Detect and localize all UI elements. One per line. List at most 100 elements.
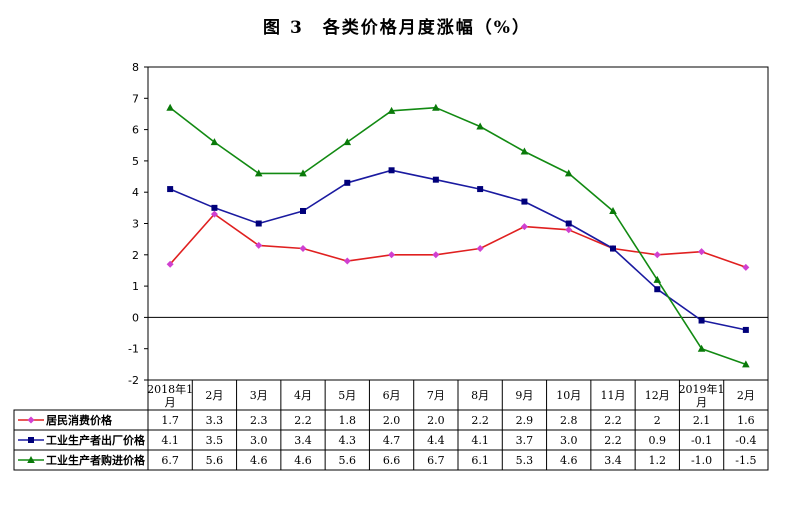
- data-point-triangle: [166, 103, 174, 111]
- data-label: 5.6: [339, 454, 357, 467]
- data-label: 2.0: [427, 414, 445, 427]
- category-label: 3月: [250, 389, 268, 402]
- category-label: 月: [696, 396, 707, 409]
- data-label: 1.6: [737, 414, 755, 427]
- data-point-triangle: [387, 106, 396, 114]
- data-point-diamond: [653, 251, 661, 259]
- data-point-square: [698, 317, 705, 324]
- legend-marker-triangle: [27, 456, 35, 463]
- category-label: 5月: [338, 389, 356, 402]
- data-point-square: [654, 286, 661, 293]
- data-point-triangle: [254, 169, 263, 177]
- category-label: 月: [165, 396, 176, 409]
- data-label: 4.6: [294, 454, 312, 467]
- category-label: 10月: [556, 389, 581, 402]
- data-point-square: [167, 186, 174, 193]
- data-label: 3.7: [516, 434, 534, 447]
- data-label: 5.3: [516, 454, 534, 467]
- y-tick-label: 4: [132, 186, 139, 199]
- data-label: 1.7: [161, 414, 179, 427]
- category-label: 12月: [645, 389, 670, 402]
- y-tick-label: 0: [132, 311, 139, 324]
- data-point-triangle: [343, 138, 352, 146]
- y-tick-label: 7: [132, 92, 139, 105]
- data-label: 4.3: [339, 434, 357, 447]
- category-label: 2018年1: [147, 382, 193, 396]
- series-line-2: [169, 169, 747, 331]
- category-label: 2019年1: [679, 382, 725, 396]
- category-label: 7月: [427, 389, 445, 402]
- data-point-square: [477, 186, 484, 193]
- data-label: 2.2: [604, 434, 622, 447]
- data-label: 4.1: [161, 434, 179, 447]
- y-tick-label: 8: [132, 61, 139, 74]
- y-tick-label: 2: [132, 249, 139, 262]
- data-label: 4.7: [383, 434, 401, 447]
- data-label: 2.1: [693, 414, 711, 427]
- data-point-diamond: [166, 260, 174, 268]
- data-label: 3.0: [560, 434, 578, 447]
- category-label: 2月: [737, 389, 755, 402]
- series-name: 工业生产者购进价格: [46, 453, 146, 467]
- data-point-square: [432, 176, 439, 183]
- data-point-triangle: [210, 138, 219, 146]
- data-label: 0.9: [649, 434, 667, 447]
- data-point-square: [344, 179, 351, 186]
- data-label: 2.9: [516, 414, 534, 427]
- data-label: 4.6: [560, 454, 578, 467]
- data-point-square: [300, 207, 306, 214]
- data-point-diamond: [343, 257, 351, 265]
- plot-area: -2 -1 0 1 2 3 4 5 6 7 8: [128, 61, 769, 387]
- data-label: -1.5: [735, 454, 756, 467]
- data-point-triangle: [697, 344, 706, 352]
- data-label: 3.3: [206, 414, 224, 427]
- plot-frame: [147, 66, 769, 381]
- y-tick-label: 6: [132, 124, 139, 137]
- data-label: 4.6: [250, 454, 268, 467]
- data-point-diamond: [565, 226, 573, 234]
- category-label: 2月: [205, 389, 223, 402]
- data-point-triangle: [653, 275, 662, 283]
- y-tick-label: -2: [128, 374, 139, 387]
- data-point-diamond: [742, 263, 750, 271]
- data-label: 2.8: [560, 414, 578, 427]
- series-line-1: [169, 213, 747, 269]
- category-label: 4月: [294, 389, 312, 402]
- data-point-square: [521, 198, 528, 205]
- data-point-diamond: [210, 210, 218, 218]
- legend-marker-diamond: [27, 416, 35, 424]
- data-label: 1.8: [339, 414, 357, 427]
- series-name: 工业生产者出厂价格: [46, 433, 146, 447]
- data-point-triangle: [742, 360, 750, 368]
- data-point-triangle: [564, 169, 573, 177]
- category-label: 8月: [471, 389, 489, 402]
- category-label: 6月: [383, 389, 401, 402]
- y-tick-label: 1: [132, 280, 139, 293]
- data-point-triangle: [476, 122, 484, 130]
- data-label: -0.4: [735, 434, 756, 447]
- category-label: 11月: [601, 389, 626, 402]
- data-point-diamond: [388, 251, 396, 259]
- data-point-square: [565, 220, 572, 227]
- data-label: 2.3: [250, 414, 268, 427]
- data-point-square: [255, 220, 262, 227]
- data-label: 6.6: [383, 454, 401, 467]
- y-tick-label: -1: [128, 343, 139, 356]
- data-point-diamond: [698, 248, 706, 256]
- data-label: 1.2: [649, 454, 667, 467]
- data-label: -0.1: [691, 434, 712, 447]
- y-tick-label: 5: [132, 155, 139, 168]
- category-label: 9月: [515, 389, 533, 402]
- data-point-triangle: [299, 169, 307, 177]
- data-point-square: [211, 204, 218, 211]
- data-point-triangle: [520, 147, 529, 155]
- data-label: 2.2: [471, 414, 489, 427]
- data-point-triangle: [609, 206, 617, 214]
- data-point-triangle: [432, 103, 440, 111]
- data-point-diamond: [255, 241, 263, 249]
- data-label: 2: [654, 414, 661, 427]
- data-label: 3.0: [250, 434, 268, 447]
- data-point-diamond: [520, 223, 528, 231]
